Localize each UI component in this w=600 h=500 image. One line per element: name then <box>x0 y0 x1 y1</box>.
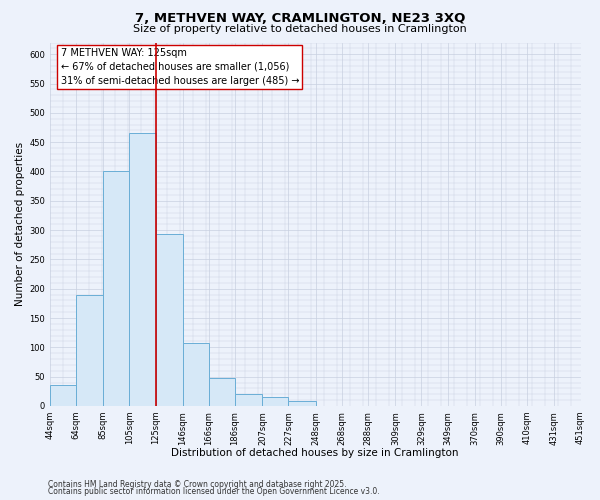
Bar <box>209 378 235 406</box>
Bar <box>235 394 262 406</box>
Y-axis label: Number of detached properties: Number of detached properties <box>15 142 25 306</box>
Text: Size of property relative to detached houses in Cramlington: Size of property relative to detached ho… <box>133 24 467 34</box>
Bar <box>155 234 183 406</box>
Bar <box>103 172 130 406</box>
Text: Contains HM Land Registry data © Crown copyright and database right 2025.: Contains HM Land Registry data © Crown c… <box>48 480 347 489</box>
Bar <box>262 397 289 406</box>
Bar <box>130 134 155 406</box>
Bar <box>289 402 316 406</box>
Bar <box>50 386 76 406</box>
Bar <box>183 344 209 406</box>
Bar <box>76 294 103 406</box>
Text: 7, METHVEN WAY, CRAMLINGTON, NE23 3XQ: 7, METHVEN WAY, CRAMLINGTON, NE23 3XQ <box>135 12 465 26</box>
Text: Contains public sector information licensed under the Open Government Licence v3: Contains public sector information licen… <box>48 488 380 496</box>
X-axis label: Distribution of detached houses by size in Cramlington: Distribution of detached houses by size … <box>172 448 459 458</box>
Text: 7 METHVEN WAY: 125sqm
← 67% of detached houses are smaller (1,056)
31% of semi-d: 7 METHVEN WAY: 125sqm ← 67% of detached … <box>61 48 299 86</box>
